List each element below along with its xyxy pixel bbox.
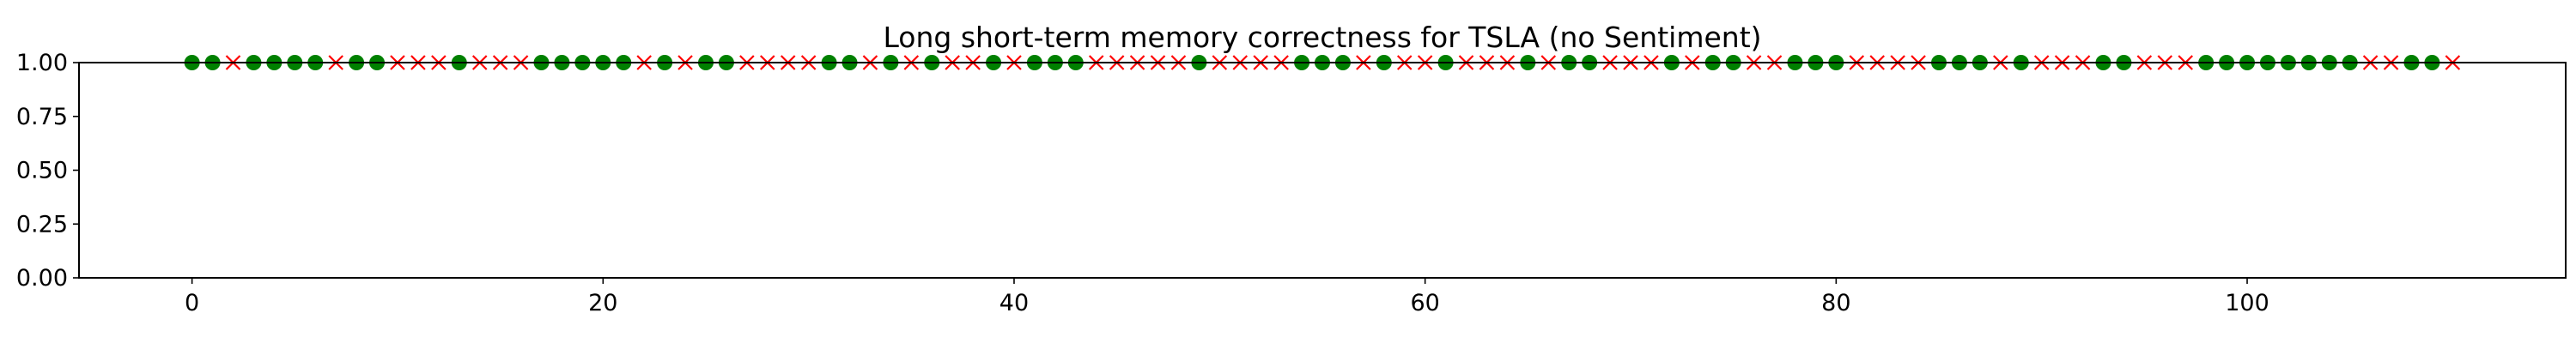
x-tick-label: 60	[1410, 290, 1439, 316]
plot-background	[79, 63, 2566, 278]
y-tick-label: 1.00	[16, 50, 68, 76]
y-tick-label: 0.00	[16, 265, 68, 292]
y-tick-label: 0.50	[16, 158, 68, 184]
plot-area	[79, 63, 2566, 278]
y-tick-label: 0.25	[16, 211, 68, 238]
x-tick-label: 0	[185, 290, 199, 316]
chart-title: Long short-term memory correctness for T…	[883, 21, 1761, 54]
title-layer: Long short-term memory correctness for T…	[883, 21, 1761, 54]
axes: 0 20 40 60 80 100 0.00 0.25 0.50 0.75 1.00	[16, 50, 2567, 316]
x-tick-label: 100	[2225, 290, 2269, 316]
x-tick-label: 40	[999, 290, 1029, 316]
y-tick-label: 0.75	[16, 104, 68, 130]
x-tick-label: 80	[1821, 290, 1850, 316]
x-tick-label: 20	[588, 290, 617, 316]
